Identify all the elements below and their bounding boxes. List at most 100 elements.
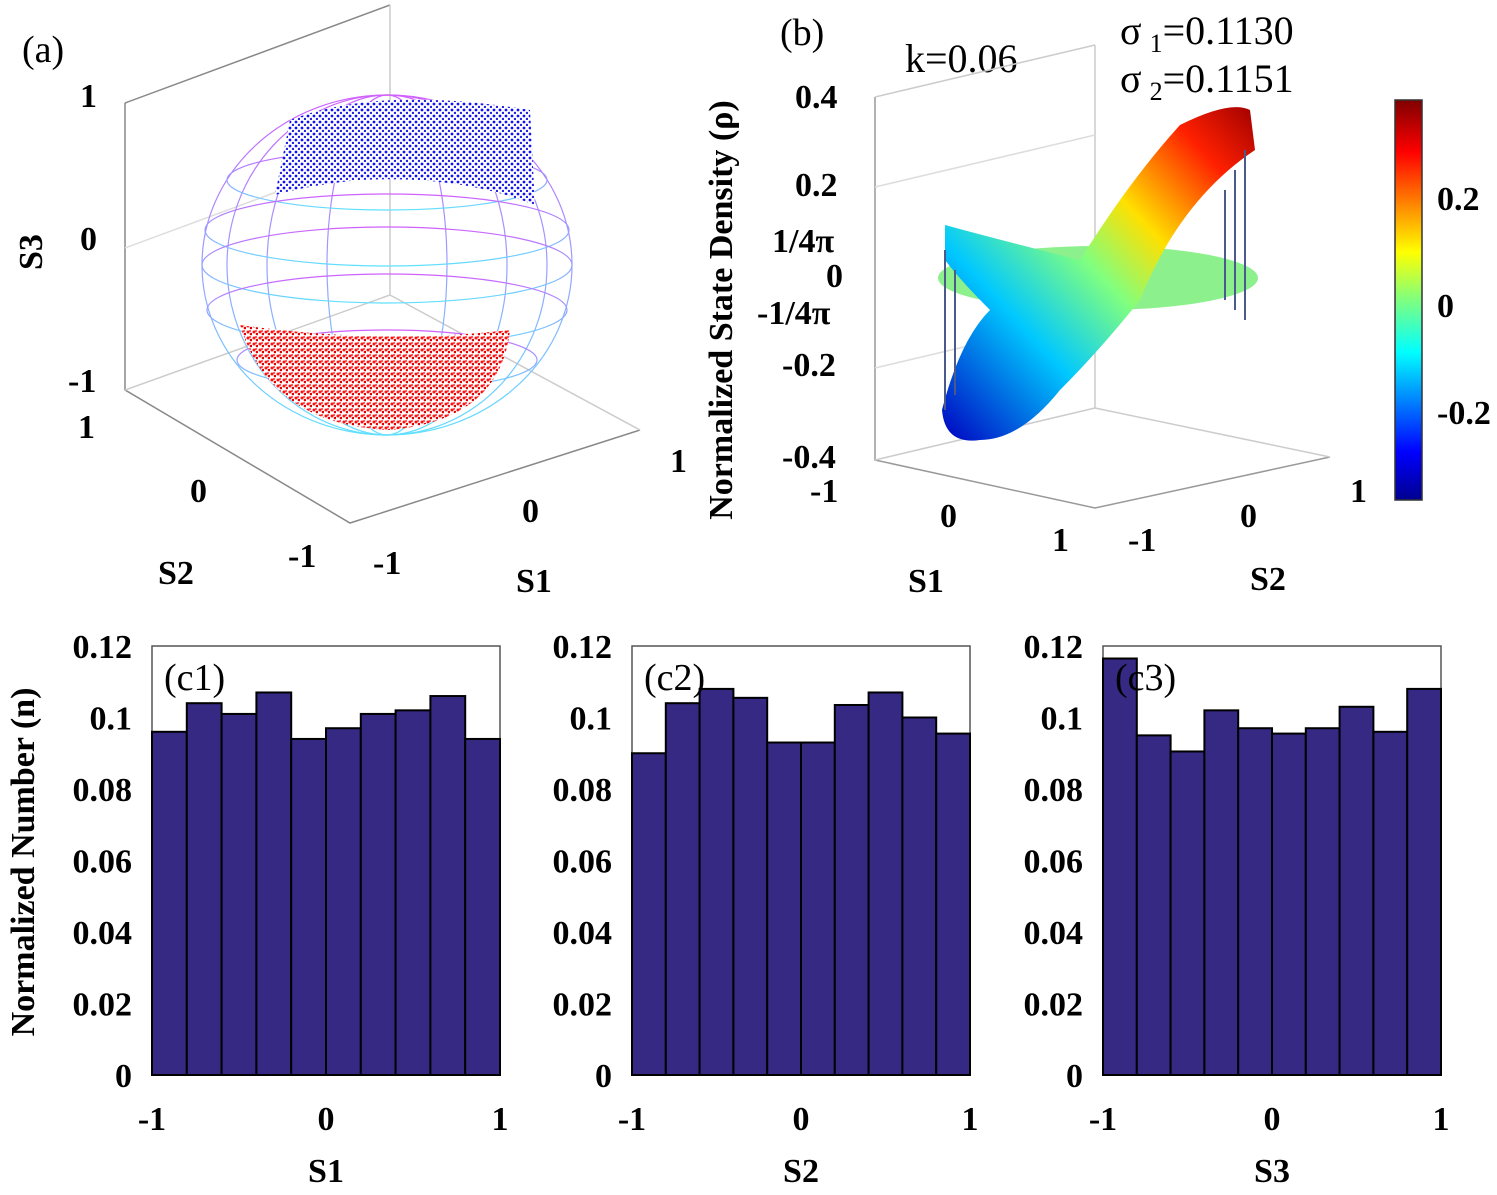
x-axis-label: S1 [308, 1153, 344, 1190]
y-tick-label: 0.06 [1024, 844, 1084, 881]
z-tick: -1/4π [757, 295, 831, 332]
histogram-c2: (c2)0.120.10.080.060.040.020-1 0 1S2 [553, 629, 979, 1190]
s2-tick: 1 [78, 409, 95, 446]
histogram-c1: (c1)0.120.10.080.060.040.020-1 0 1S1 [73, 629, 509, 1190]
z-tick: 0.4 [795, 79, 838, 116]
upper-cap-points [275, 99, 535, 205]
histogram-bar [1304, 727, 1341, 1076]
s3-tick: -1 [68, 363, 96, 400]
y-tick-label: 0.06 [73, 844, 133, 881]
s2-tick: -1 [288, 538, 316, 575]
k-annotation: k=0.06 [905, 36, 1018, 81]
histogram-bar [1169, 750, 1206, 1077]
stem-lines [944, 150, 1246, 410]
y-tick-label: 0 [1066, 1058, 1083, 1095]
histogram-bar [766, 741, 803, 1077]
s2-axis-label: S2 [1250, 561, 1286, 598]
s1-tick: 0 [522, 493, 539, 530]
x-tick-label: 0 [1264, 1101, 1281, 1138]
histogram-bar [935, 732, 972, 1077]
density-axis-label: Normalized State Density (ρ) [703, 100, 740, 520]
panel-label: (c3) [1115, 657, 1176, 699]
histogram-bar [325, 727, 362, 1076]
s1-axis-label: S1 [908, 563, 944, 600]
histogram-bar [1338, 705, 1375, 1077]
y-tick-label: 0.12 [73, 629, 133, 666]
s1-tick: 1 [670, 443, 687, 480]
histogram-bar [698, 687, 735, 1077]
x-tick-label: -1 [138, 1101, 166, 1138]
histogram-bar [833, 703, 870, 1076]
histogram-bar [732, 696, 769, 1077]
y-tick-label: 0.08 [1024, 772, 1084, 809]
histograms: (c1)0.120.10.080.060.040.020-1 0 1S1(c2)0.… [73, 629, 1450, 1190]
histogram-bar [394, 709, 432, 1076]
sigma2-annotation: σ 2=0.1151 [1120, 56, 1294, 106]
histogram-bar [1372, 730, 1409, 1076]
colorbar-tick: 0.2 [1437, 181, 1480, 218]
s3-tick: 0 [80, 221, 97, 258]
panel-label: (c2) [644, 657, 705, 699]
histogram-bar [1237, 727, 1273, 1076]
histogram-bar [664, 702, 701, 1076]
y-tick-label: 0.12 [1024, 629, 1084, 666]
density-surface [942, 107, 1255, 441]
panel-label-b: (b) [780, 12, 824, 54]
sigma1-annotation: σ 1=0.1130 [1120, 8, 1294, 58]
x-tick-label: 0 [793, 1101, 810, 1138]
histogram-bar [290, 737, 328, 1076]
histogram-bar [1102, 657, 1138, 1076]
y-tick-label: 0.02 [73, 987, 133, 1024]
colorbar-tick: 0 [1437, 288, 1454, 325]
histogram-bar [151, 730, 188, 1076]
histogram-bar [220, 712, 258, 1076]
x-tick-label: 0 [318, 1101, 335, 1138]
histogram-bar [185, 702, 223, 1076]
y-tick-label: 0.04 [73, 915, 133, 952]
histogram-y-axis-label: Normalized Number (n) [5, 688, 42, 1037]
panel-b: (b) k=0.06 σ 1=0.1130 σ 2=0.1151 0.4 0.2 1… [703, 8, 1491, 600]
y-tick-label: 0.04 [1024, 915, 1084, 952]
histogram-bar [464, 737, 502, 1076]
y-tick-label: 0.02 [553, 987, 613, 1024]
s1-axis-label: S1 [516, 563, 552, 600]
y-tick-label: 0.12 [553, 629, 613, 666]
histogram-bar [359, 712, 397, 1076]
histogram-bar [901, 716, 938, 1076]
y-tick-label: 0.04 [553, 915, 613, 952]
lower-cap-points [240, 325, 510, 430]
s1-tick: 0 [940, 498, 957, 535]
y-tick-label: 0.1 [570, 701, 613, 738]
histogram-bar [1406, 687, 1442, 1077]
s1-tick: 1 [1052, 522, 1069, 559]
colorbar [1394, 99, 1423, 501]
s1-tick: -1 [373, 545, 401, 582]
s3-tick: 1 [80, 78, 97, 115]
s2-tick: -1 [1128, 522, 1156, 559]
y-tick-label: 0.1 [1041, 701, 1084, 738]
colorbar-tick: -0.2 [1437, 395, 1491, 432]
z-tick: -0.4 [782, 439, 836, 476]
s2-tick: 0 [1240, 498, 1257, 535]
s2-axis-label: S2 [158, 555, 194, 592]
y-tick-label: 0.06 [553, 844, 613, 881]
panel-label-a: (a) [22, 29, 64, 71]
z-tick: 1/4π [772, 223, 834, 260]
z-tick: 0.2 [795, 167, 838, 204]
histogram-bar [1271, 732, 1307, 1077]
y-tick-label: 0.08 [73, 772, 133, 809]
histogram-bar [1135, 734, 1172, 1076]
y-tick-label: 0.1 [90, 701, 133, 738]
s3-axis-label: S3 [13, 234, 50, 270]
x-tick-label: 1 [1433, 1101, 1450, 1138]
s2-tick: 0 [190, 473, 207, 510]
histogram-c3: (c3)0.120.10.080.060.040.020-1 0 1S3 [1024, 629, 1450, 1190]
x-tick-label: -1 [618, 1101, 646, 1138]
histogram-bar [800, 741, 836, 1077]
histogram-bar [255, 691, 293, 1076]
histogram-bar [1203, 709, 1240, 1076]
histogram-bar [631, 752, 667, 1076]
s1-tick: -1 [810, 473, 838, 510]
x-axis-label: S2 [783, 1153, 819, 1190]
